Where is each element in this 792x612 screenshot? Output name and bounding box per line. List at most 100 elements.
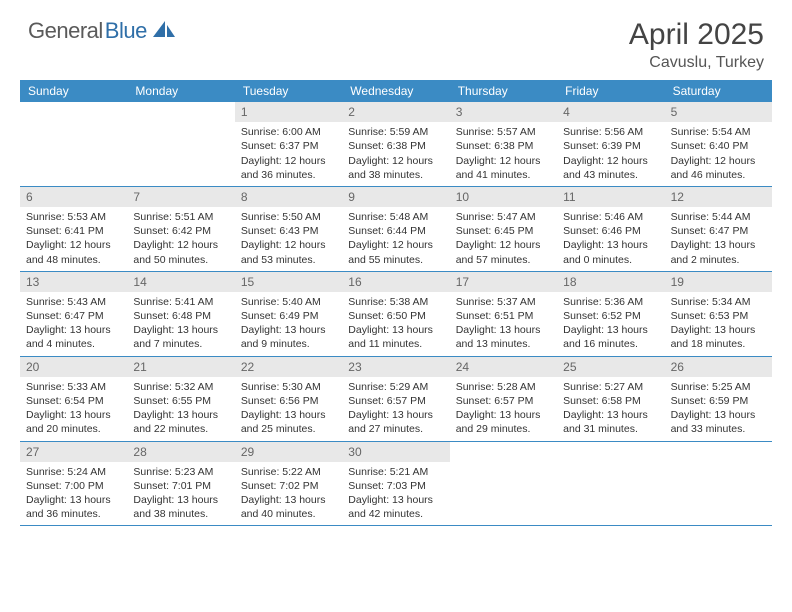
sunrise-text: Sunrise: 5:30 AM (241, 380, 336, 394)
day-body: Sunrise: 5:57 AMSunset: 6:38 PMDaylight:… (450, 122, 557, 186)
month-title: April 2025 (629, 18, 764, 52)
sunrise-text: Sunrise: 5:57 AM (456, 125, 551, 139)
day-number: 12 (665, 187, 772, 207)
sunset-text: Sunset: 6:47 PM (671, 224, 766, 238)
sunrise-text: Sunrise: 5:44 AM (671, 210, 766, 224)
sunset-text: Sunset: 6:50 PM (348, 309, 443, 323)
sunrise-text: Sunrise: 5:47 AM (456, 210, 551, 224)
day-cell: 10Sunrise: 5:47 AMSunset: 6:45 PMDayligh… (450, 187, 557, 271)
day-number: 26 (665, 357, 772, 377)
day-number: 7 (127, 187, 234, 207)
dow-friday: Friday (557, 80, 664, 102)
day-body: Sunrise: 5:32 AMSunset: 6:55 PMDaylight:… (127, 377, 234, 441)
daylight-text: Daylight: 13 hours and 29 minutes. (456, 408, 551, 436)
day-number: 29 (235, 442, 342, 462)
daylight-text: Daylight: 13 hours and 4 minutes. (26, 323, 121, 351)
day-body: Sunrise: 5:43 AMSunset: 6:47 PMDaylight:… (20, 292, 127, 356)
day-number: 22 (235, 357, 342, 377)
day-body: Sunrise: 5:38 AMSunset: 6:50 PMDaylight:… (342, 292, 449, 356)
day-body: Sunrise: 5:29 AMSunset: 6:57 PMDaylight:… (342, 377, 449, 441)
daylight-text: Daylight: 13 hours and 18 minutes. (671, 323, 766, 351)
sunset-text: Sunset: 6:53 PM (671, 309, 766, 323)
sunset-text: Sunset: 7:03 PM (348, 479, 443, 493)
sunset-text: Sunset: 6:48 PM (133, 309, 228, 323)
day-body: Sunrise: 5:47 AMSunset: 6:45 PMDaylight:… (450, 207, 557, 271)
day-cell: 29Sunrise: 5:22 AMSunset: 7:02 PMDayligh… (235, 442, 342, 526)
day-number: 8 (235, 187, 342, 207)
sunset-text: Sunset: 6:44 PM (348, 224, 443, 238)
day-cell: 25Sunrise: 5:27 AMSunset: 6:58 PMDayligh… (557, 357, 664, 441)
sunrise-text: Sunrise: 5:29 AM (348, 380, 443, 394)
day-cell: 12 Sunrise: 5:44 AMSunset: 6:47 PMDayligh… (665, 187, 772, 271)
day-cell: . (127, 102, 234, 186)
sunrise-text: Sunrise: 5:48 AM (348, 210, 443, 224)
sunrise-text: Sunrise: 5:28 AM (456, 380, 551, 394)
daylight-text: Daylight: 12 hours and 36 minutes. (241, 154, 336, 182)
day-cell: 4Sunrise: 5:56 AMSunset: 6:39 PMDaylight… (557, 102, 664, 186)
weeks-container: ..1Sunrise: 6:00 AMSunset: 6:37 PMDaylig… (20, 102, 772, 526)
day-body: Sunrise: 5:59 AMSunset: 6:38 PMDaylight:… (342, 122, 449, 186)
daylight-text: Daylight: 13 hours and 36 minutes. (26, 493, 121, 521)
day-cell: 30Sunrise: 5:21 AMSunset: 7:03 PMDayligh… (342, 442, 449, 526)
dow-wednesday: Wednesday (342, 80, 449, 102)
daylight-text: Daylight: 13 hours and 27 minutes. (348, 408, 443, 436)
day-number: 6 (20, 187, 127, 207)
day-body: Sunrise: 5:53 AMSunset: 6:41 PMDaylight:… (20, 207, 127, 271)
calendar: Sunday Monday Tuesday Wednesday Thursday… (0, 80, 792, 526)
day-body: Sunrise: 6:00 AMSunset: 6:37 PMDaylight:… (235, 122, 342, 186)
day-body: Sunrise: 5:56 AMSunset: 6:39 PMDaylight:… (557, 122, 664, 186)
sunrise-text: Sunrise: 5:54 AM (671, 125, 766, 139)
sunset-text: Sunset: 6:55 PM (133, 394, 228, 408)
day-cell: 24Sunrise: 5:28 AMSunset: 6:57 PMDayligh… (450, 357, 557, 441)
sunset-text: Sunset: 6:39 PM (563, 139, 658, 153)
sunset-text: Sunset: 6:43 PM (241, 224, 336, 238)
day-cell: . (20, 102, 127, 186)
day-body: Sunrise: 5:34 AMSunset: 6:53 PMDaylight:… (665, 292, 772, 356)
sunset-text: Sunset: 6:54 PM (26, 394, 121, 408)
sunrise-text: Sunrise: 5:51 AM (133, 210, 228, 224)
day-number: 20 (20, 357, 127, 377)
sunset-text: Sunset: 6:41 PM (26, 224, 121, 238)
logo-text-blue: Blue (105, 18, 147, 44)
sunset-text: Sunset: 6:45 PM (456, 224, 551, 238)
day-number: 19 (665, 272, 772, 292)
day-body: Sunrise: 5:48 AMSunset: 6:44 PMDaylight:… (342, 207, 449, 271)
day-body: Sunrise: 5:36 AMSunset: 6:52 PMDaylight:… (557, 292, 664, 356)
week-row: 20Sunrise: 5:33 AMSunset: 6:54 PMDayligh… (20, 357, 772, 442)
day-body: Sunrise: 5:37 AMSunset: 6:51 PMDaylight:… (450, 292, 557, 356)
day-number: 5 (665, 102, 772, 122)
day-body: Sunrise: 5:51 AMSunset: 6:42 PMDaylight:… (127, 207, 234, 271)
dow-sunday: Sunday (20, 80, 127, 102)
sunrise-text: Sunrise: 5:56 AM (563, 125, 658, 139)
day-body: Sunrise: 5:28 AMSunset: 6:57 PMDaylight:… (450, 377, 557, 441)
sunset-text: Sunset: 7:01 PM (133, 479, 228, 493)
daylight-text: Daylight: 13 hours and 31 minutes. (563, 408, 658, 436)
sunset-text: Sunset: 6:52 PM (563, 309, 658, 323)
sunset-text: Sunset: 6:47 PM (26, 309, 121, 323)
day-body: Sunrise: 5:30 AMSunset: 6:56 PMDaylight:… (235, 377, 342, 441)
daylight-text: Daylight: 12 hours and 38 minutes. (348, 154, 443, 182)
sunrise-text: Sunrise: 5:40 AM (241, 295, 336, 309)
day-cell: 11Sunrise: 5:46 AMSunset: 6:46 PMDayligh… (557, 187, 664, 271)
title-block: April 2025 Cavuslu, Turkey (629, 18, 764, 72)
daylight-text: Daylight: 12 hours and 48 minutes. (26, 238, 121, 266)
daylight-text: Daylight: 13 hours and 38 minutes. (133, 493, 228, 521)
daylight-text: Daylight: 12 hours and 55 minutes. (348, 238, 443, 266)
day-body: Sunrise: 5:33 AMSunset: 6:54 PMDaylight:… (20, 377, 127, 441)
logo-text-general: General (28, 18, 103, 44)
day-cell: 14Sunrise: 5:41 AMSunset: 6:48 PMDayligh… (127, 272, 234, 356)
day-body: Sunrise: 5:50 AMSunset: 6:43 PMDaylight:… (235, 207, 342, 271)
day-cell: 1Sunrise: 6:00 AMSunset: 6:37 PMDaylight… (235, 102, 342, 186)
daylight-text: Daylight: 13 hours and 2 minutes. (671, 238, 766, 266)
day-cell: 3Sunrise: 5:57 AMSunset: 6:38 PMDaylight… (450, 102, 557, 186)
daylight-text: Daylight: 13 hours and 22 minutes. (133, 408, 228, 436)
sunset-text: Sunset: 6:46 PM (563, 224, 658, 238)
sunrise-text: Sunrise: 5:43 AM (26, 295, 121, 309)
day-cell: 7Sunrise: 5:51 AMSunset: 6:42 PMDaylight… (127, 187, 234, 271)
day-number: 24 (450, 357, 557, 377)
day-cell: 6Sunrise: 5:53 AMSunset: 6:41 PMDaylight… (20, 187, 127, 271)
week-row: 6Sunrise: 5:53 AMSunset: 6:41 PMDaylight… (20, 187, 772, 272)
day-number: 21 (127, 357, 234, 377)
day-body: Sunrise: 5:22 AMSunset: 7:02 PMDaylight:… (235, 462, 342, 526)
daylight-text: Daylight: 12 hours and 53 minutes. (241, 238, 336, 266)
